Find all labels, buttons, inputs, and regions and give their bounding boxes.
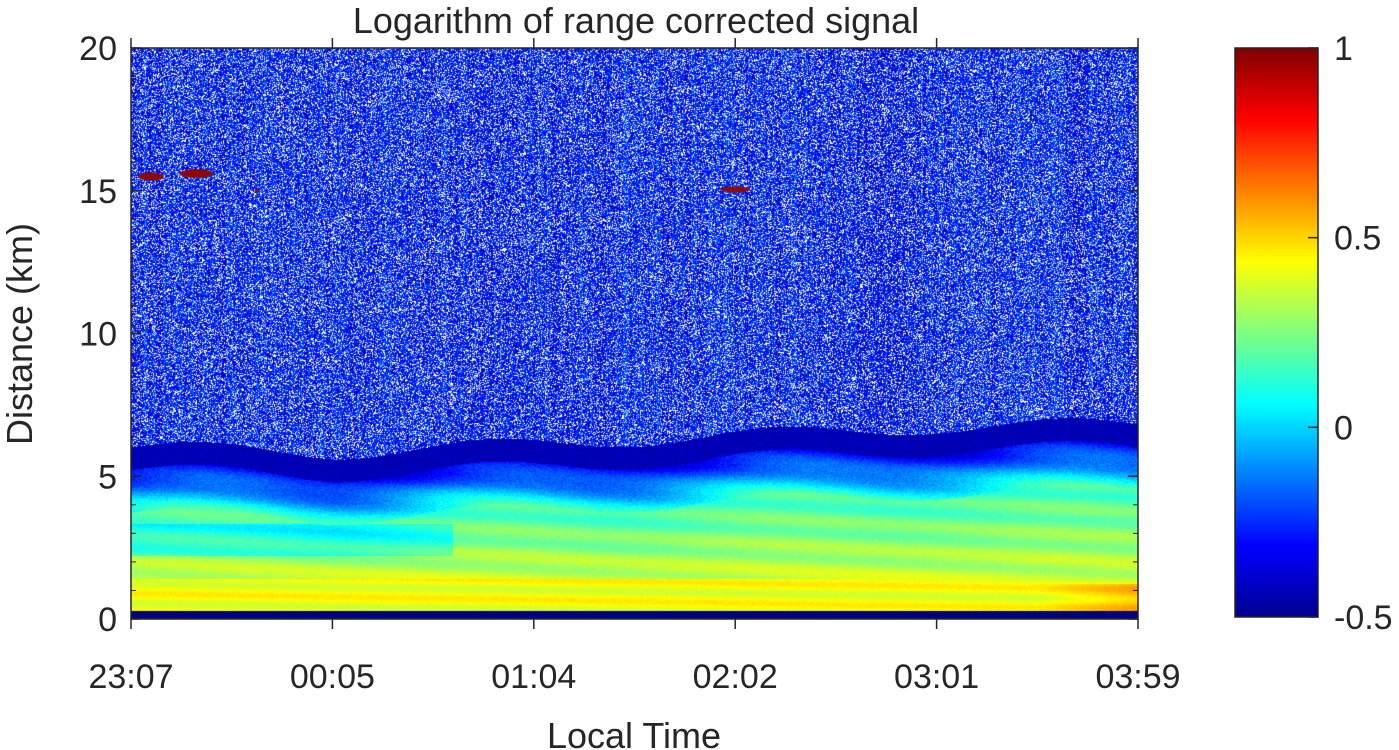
x-axis-ticks: 23:07 00:05 01:04 02:02 03:01 03:59 xyxy=(88,38,1181,696)
x-tick-label: 03:59 xyxy=(1095,658,1180,696)
y-tick-label: 10 xyxy=(79,316,117,354)
y-axis-label: Distance (km) xyxy=(0,223,40,445)
colorbar-tick-label: 0.5 xyxy=(1334,220,1381,258)
colorbar-gradient xyxy=(1235,48,1318,617)
heatmap-image xyxy=(131,48,1138,619)
y-tick-label: 0 xyxy=(98,601,117,639)
x-tick-label: 00:05 xyxy=(290,658,375,696)
y-tick-label: 5 xyxy=(98,458,117,496)
colorbar-tick-label: 0 xyxy=(1334,409,1353,447)
colorbar: -0.5 0 0.5 1 xyxy=(1234,30,1393,637)
x-tick-label: 03:01 xyxy=(894,658,979,696)
colorbar-frame xyxy=(1234,47,1319,618)
colorbar-tick-label: 1 xyxy=(1334,30,1353,68)
colorbar-ticks: -0.5 0 0.5 1 xyxy=(1308,30,1393,637)
plot-area xyxy=(130,47,1139,620)
colorbar-tick-label: -0.5 xyxy=(1334,599,1393,637)
y-tick-label: 20 xyxy=(79,30,117,68)
chart-title: Logarithm of range corrected signal xyxy=(353,0,919,41)
y-tick-label: 15 xyxy=(79,173,117,211)
x-tick-label: 23:07 xyxy=(88,658,173,696)
x-tick-label: 02:02 xyxy=(693,658,778,696)
y-axis-ticks: 0 5 10 15 20 xyxy=(79,30,1138,639)
x-tick-label: 01:04 xyxy=(491,658,576,696)
x-axis-label: Local Time xyxy=(547,715,721,750)
